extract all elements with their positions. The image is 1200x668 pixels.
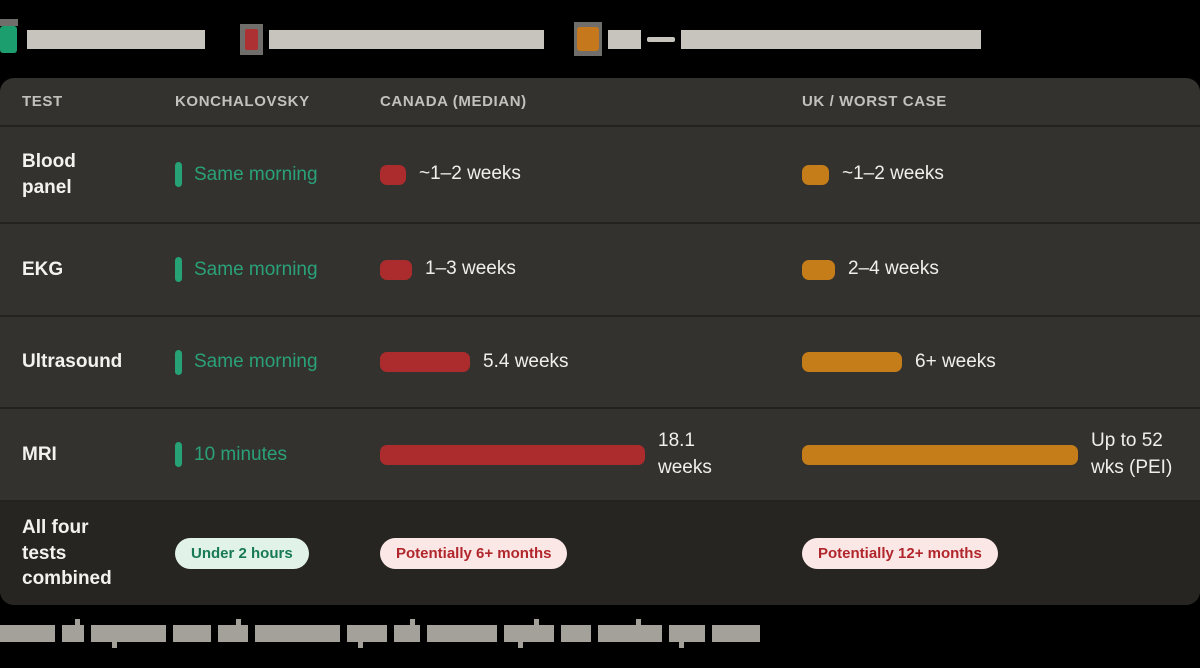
column-header-canada: CANADA (MEDIAN)	[380, 93, 527, 110]
canada-bar	[380, 259, 412, 280]
konchalovsky-bar	[175, 442, 182, 467]
test-name: MRI	[22, 443, 57, 465]
uk-bar	[802, 164, 829, 185]
canada-bar	[380, 352, 470, 372]
uk-badge: Potentially 12+ months	[802, 538, 998, 569]
test-name: All four tests combined	[22, 517, 112, 590]
redacted-legend-label	[681, 29, 981, 49]
legend-item-konchalovsky	[0, 0, 205, 78]
column-header-test: TEST	[22, 93, 63, 110]
redacted-caption	[0, 618, 760, 648]
canada-value: 5.4 weeks	[483, 350, 569, 372]
canada-bar	[380, 164, 406, 185]
canada-value: ~1–2 weeks	[419, 163, 521, 185]
uk-bar	[802, 259, 835, 280]
test-name: Blood panel	[22, 150, 76, 198]
redacted-legend-label	[608, 29, 641, 49]
konchalovsky-value: 10 minutes	[194, 443, 287, 465]
canada-bar	[380, 444, 645, 465]
konchalovsky-value: Same morning	[194, 258, 318, 280]
konchalovsky-bar	[175, 257, 182, 282]
legend-item-uk	[574, 0, 981, 78]
uk-value: Up to 52 wks (PEI)	[1091, 429, 1173, 478]
uk-bar	[802, 444, 1078, 465]
table-header-row: TEST KONCHALOVSKY CANADA (MEDIAN) UK / W…	[0, 78, 1200, 125]
table-row-mri: MRI 10 minutes 18.1 weeks Up to 52 wks (…	[0, 407, 1200, 500]
legend-swatch-red-icon	[240, 23, 263, 55]
uk-bar	[802, 352, 902, 372]
legend-swatch-green-icon	[0, 18, 18, 53]
uk-value: ~1–2 weeks	[842, 163, 944, 185]
konchalovsky-value: Same morning	[194, 163, 318, 185]
table-row-blood-panel: Blood panel Same morning ~1–2 weeks ~1–2…	[0, 125, 1200, 222]
comparison-table: TEST KONCHALOVSKY CANADA (MEDIAN) UK / W…	[0, 78, 1200, 605]
column-header-konchalovsky: KONCHALOVSKY	[175, 93, 310, 110]
uk-value: 6+ weeks	[915, 350, 996, 372]
canada-value: 18.1 weeks	[658, 429, 712, 478]
konchalovsky-bar	[175, 162, 182, 187]
legend-swatch-orange-icon	[574, 22, 602, 56]
konchalovsky-value: Same morning	[194, 351, 318, 372]
table-row-ultrasound: Ultrasound Same morning 5.4 weeks 6+ wee…	[0, 315, 1200, 407]
canada-value: 1–3 weeks	[425, 258, 516, 280]
redacted-legend-label	[27, 29, 205, 49]
redacted-legend-label	[269, 29, 544, 49]
canada-badge: Potentially 6+ months	[380, 538, 568, 569]
column-header-uk: UK / WORST CASE	[802, 93, 947, 110]
legend	[0, 0, 1200, 78]
uk-value: 2–4 weeks	[848, 258, 939, 280]
konchalovsky-badge: Under 2 hours	[175, 538, 309, 569]
konchalovsky-bar	[175, 349, 182, 375]
redacted-legend-dash	[647, 36, 675, 42]
test-name: EKG	[22, 258, 64, 280]
table-row-ekg: EKG Same morning 1–3 weeks 2–4 weeks	[0, 222, 1200, 315]
test-name: Ultrasound	[22, 351, 123, 373]
legend-item-canada	[240, 0, 544, 78]
table-row-all-four-tests: All four tests combined Under 2 hours Po…	[0, 500, 1200, 605]
